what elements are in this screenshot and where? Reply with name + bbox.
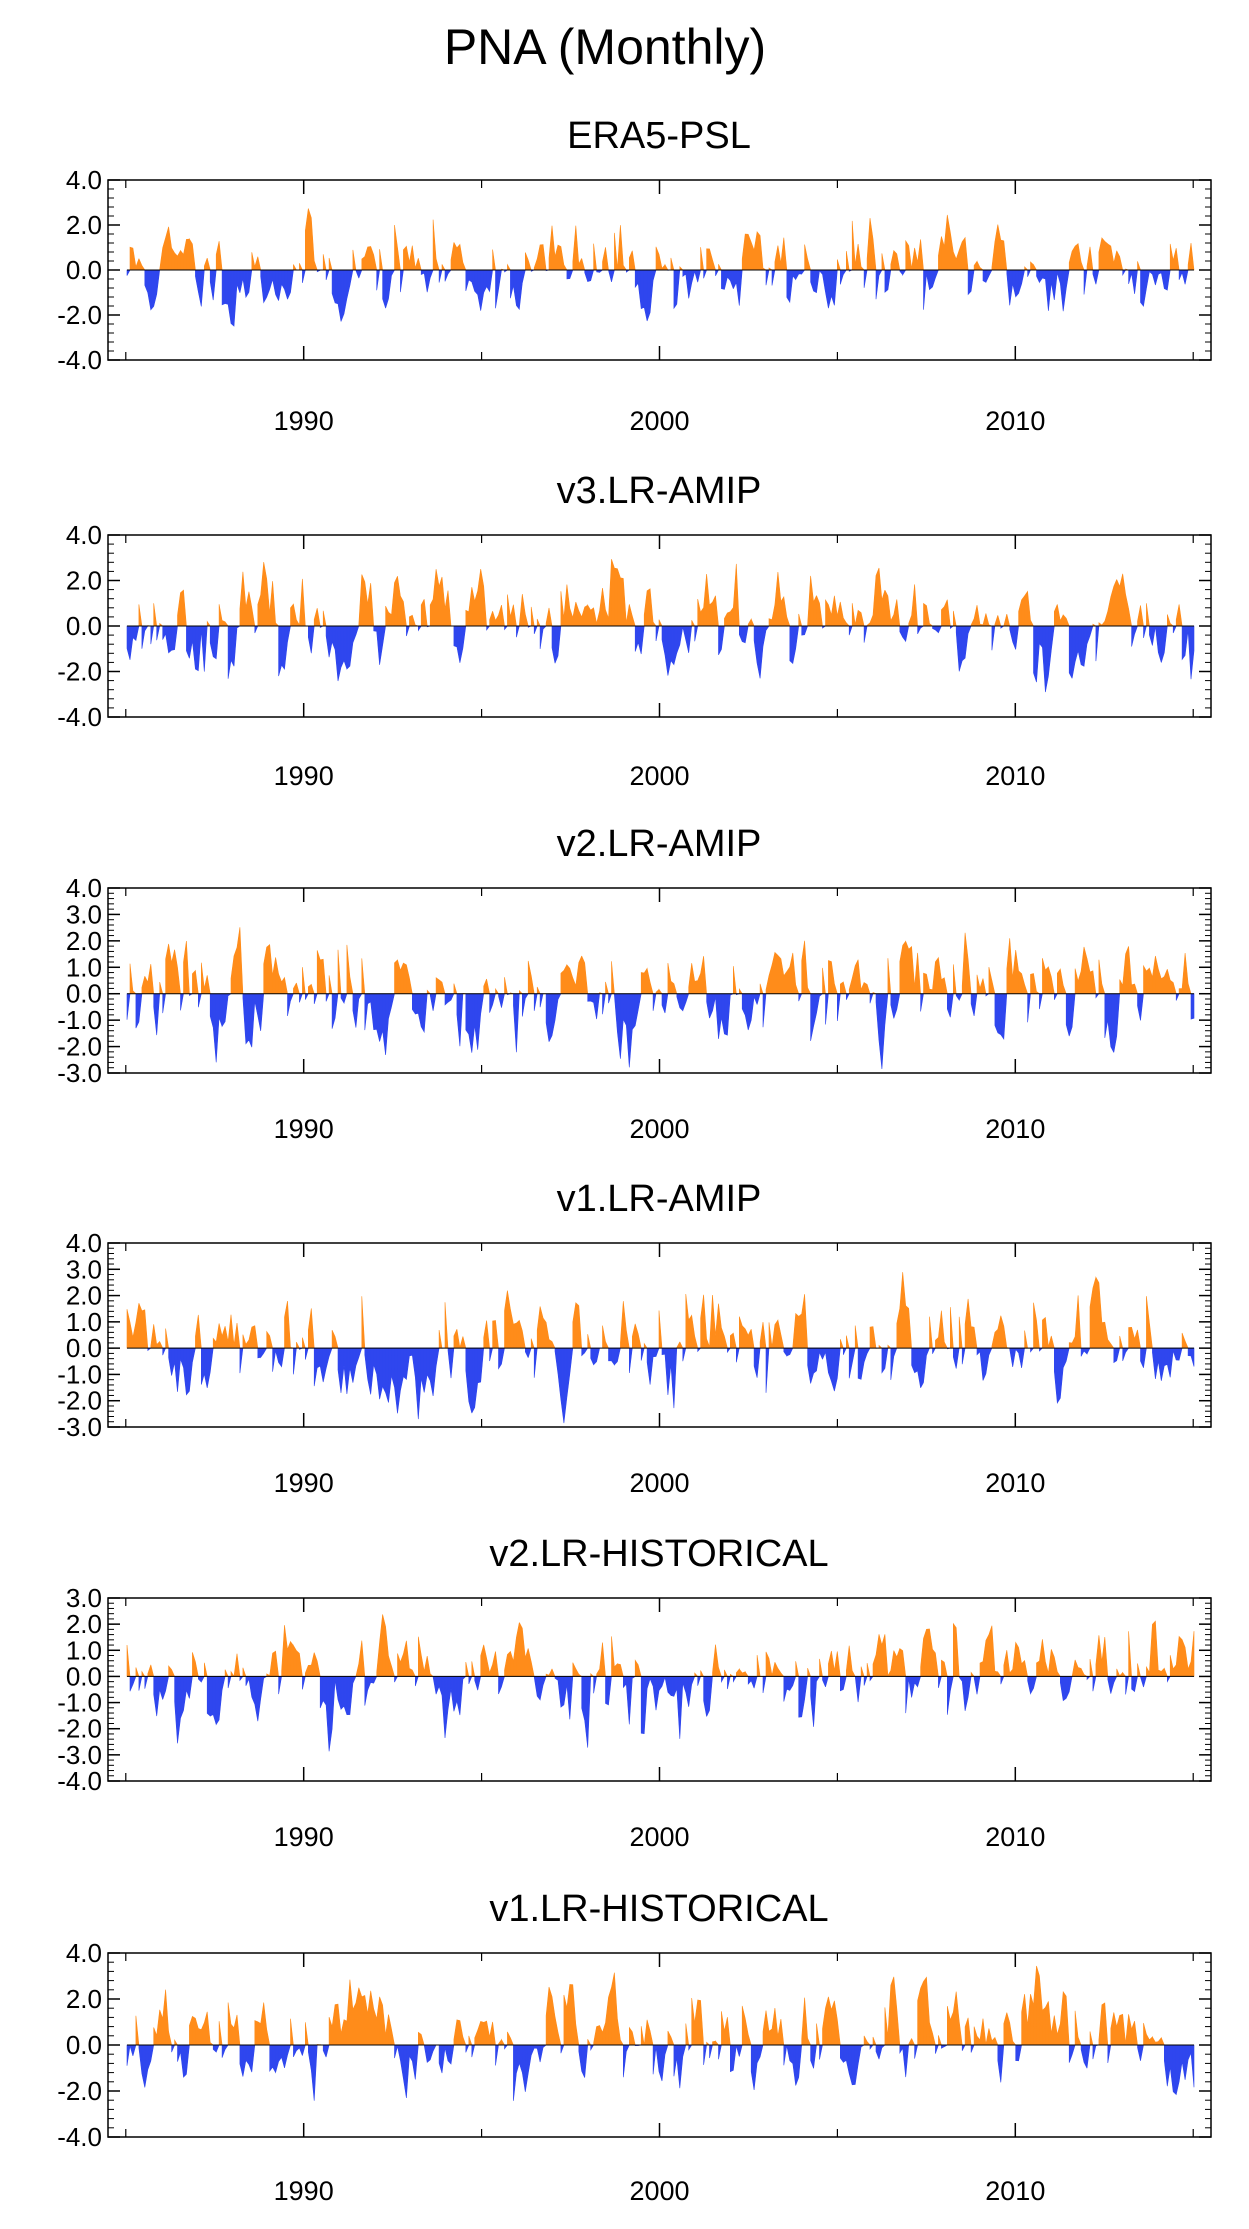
y-tick-label: -2.0 [57, 300, 102, 330]
y-tick-label: -4.0 [57, 2122, 102, 2152]
panel-title: v2.LR-HISTORICAL [489, 1533, 828, 1575]
y-tick-label: 0.0 [66, 2030, 102, 2060]
x-tick-label: 2000 [629, 2176, 689, 2206]
chart-panel-4: v1.LR-AMIP 1990 2000 2010 4.03.02.01.00.0-1.… [57, 1178, 1212, 1498]
positive-anomaly-area [126, 1614, 1195, 1677]
x-tick-label: 2000 [629, 761, 689, 791]
y-tick-label: 3.0 [66, 1254, 102, 1284]
x-tick-label: 2000 [629, 1468, 689, 1498]
y-tick-label: 0.0 [66, 255, 102, 285]
x-tick-label: 1990 [274, 761, 334, 791]
x-tick-label: 1990 [274, 1468, 334, 1498]
y-tick-label: 3.0 [66, 899, 102, 929]
x-tick-label: 2010 [985, 406, 1045, 436]
negative-anomaly-area [126, 269, 1189, 327]
x-tick-label: 1990 [274, 1822, 334, 1852]
chart-panel-2: v3.LR-AMIP 1990 2000 2010 4.0 2.0 0.0 -2.0 -4.0 [57, 470, 1212, 791]
chart-panel-3: v2.LR-AMIP 1990 2000 2010 4.03.02.01.00.0-1.… [57, 823, 1212, 1144]
negative-anomaly-area [129, 1676, 1171, 1752]
y-tick-label: 2.0 [66, 210, 102, 240]
y-tick-label: 3.0 [66, 1583, 102, 1613]
x-tick-label: 2010 [985, 2176, 1045, 2206]
x-tick-label: 2000 [629, 1114, 689, 1144]
panel-title: ERA5-PSL [567, 115, 751, 157]
y-tick-label: 0.0 [66, 1661, 102, 1691]
chart-panel-6: v1.LR-HISTORICAL 1990 2000 2010 4.0 2.0 0.0 -2.… [57, 1888, 1212, 2206]
y-tick-label: 1.0 [66, 1635, 102, 1665]
positive-anomaly-area [129, 927, 1192, 994]
y-tick-label: -1.0 [57, 1359, 102, 1389]
positive-anomaly-area [129, 208, 1195, 271]
x-tick-label: 2010 [985, 1822, 1045, 1852]
y-tick-label: 4.0 [66, 1938, 102, 1968]
x-tick-label: 1990 [274, 406, 334, 436]
x-tick-label: 2010 [985, 1468, 1045, 1498]
y-tick-label: 2.0 [66, 1609, 102, 1639]
y-tick-label: 2.0 [66, 566, 102, 596]
y-tick-label: 1.0 [66, 952, 102, 982]
chart-panel-1: ERA5-PSL 1990 2000 2010 4.0 2.0 0.0 -2.0 -4.0 [57, 115, 1212, 436]
y-tick-label: 2.0 [66, 1984, 102, 2014]
y-tick-label: 4.0 [66, 873, 102, 903]
chart-panel-5: v2.LR-HISTORICAL 1990 2000 2010 3.02.01.00.0… [57, 1533, 1212, 1852]
y-tick-label: 0.0 [66, 611, 102, 641]
x-tick-label: 1990 [274, 1114, 334, 1144]
y-tick-label: 1.0 [66, 1307, 102, 1337]
negative-anomaly-area [126, 625, 1195, 693]
y-tick-label: -2.0 [57, 2076, 102, 2106]
y-tick-label: -2.0 [57, 657, 102, 687]
y-tick-label: -2.0 [57, 1032, 102, 1062]
panel-title: v1.LR-HISTORICAL [489, 1888, 828, 1930]
y-tick-label: -4.0 [57, 1766, 102, 1796]
y-tick-label: -2.0 [57, 1714, 102, 1744]
figure-title: PNA (Monthly) [443, 19, 767, 75]
positive-anomaly-area [135, 1965, 1165, 2046]
panel-title: v2.LR-AMIP [557, 823, 762, 865]
y-tick-label: -4.0 [57, 702, 102, 732]
x-tick-label: 2000 [629, 406, 689, 436]
y-tick-label: -4.0 [57, 345, 102, 375]
y-tick-label: 0.0 [66, 979, 102, 1009]
y-tick-label: -3.0 [57, 1740, 102, 1770]
panel-title: v1.LR-AMIP [557, 1178, 762, 1220]
negative-anomaly-area [147, 1347, 1195, 1424]
x-tick-label: 1990 [274, 2176, 334, 2206]
panel-title: v3.LR-AMIP [557, 470, 762, 512]
y-tick-label: -3.0 [57, 1412, 102, 1442]
y-tick-label: 2.0 [66, 926, 102, 956]
y-tick-label: 0.0 [66, 1333, 102, 1363]
negative-anomaly-area [126, 2044, 1195, 2101]
x-tick-label: 2010 [985, 1114, 1045, 1144]
y-tick-label: -2.0 [57, 1386, 102, 1416]
positive-anomaly-area [126, 1272, 1189, 1349]
y-tick-label: 2.0 [66, 1281, 102, 1311]
positive-anomaly-area [138, 559, 1183, 627]
y-tick-label: 4.0 [66, 520, 102, 550]
y-tick-label: -1.0 [57, 1005, 102, 1035]
y-tick-label: -3.0 [57, 1058, 102, 1088]
negative-anomaly-area [126, 993, 1195, 1070]
x-tick-label: 2000 [629, 1822, 689, 1852]
y-tick-label: -1.0 [57, 1688, 102, 1718]
y-tick-label: 4.0 [66, 1228, 102, 1258]
y-tick-label: 4.0 [66, 165, 102, 195]
x-tick-label: 2010 [985, 761, 1045, 791]
